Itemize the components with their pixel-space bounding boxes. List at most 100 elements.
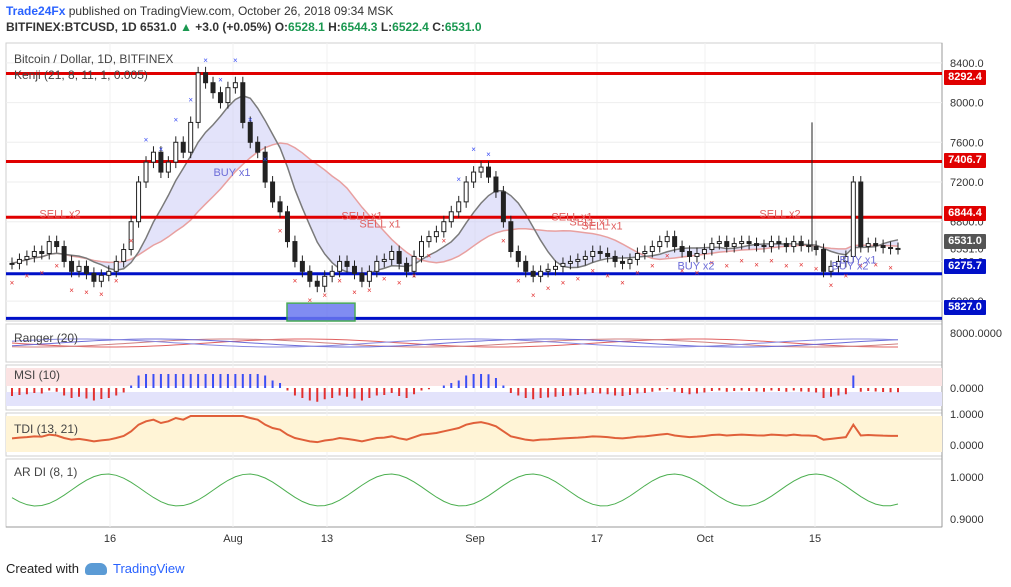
candle-body: [828, 265, 834, 272]
candle-body: [143, 161, 149, 183]
x-tick-label: Aug: [223, 533, 243, 545]
candle-body: [701, 249, 707, 254]
candle-body: [240, 82, 246, 123]
signal-marker: ×: [337, 276, 342, 285]
cloud-fill: [12, 95, 898, 275]
signal-marker: ×: [486, 150, 491, 159]
candle-body: [575, 258, 581, 262]
ardi-line: [11, 473, 899, 507]
candle-body: [768, 241, 774, 248]
kenji-label: Kenji (21, 8, 11, 1, 0.005): [14, 68, 148, 82]
candle-body: [888, 247, 894, 250]
signal-annotation: BUY x1: [213, 167, 250, 179]
candle-body: [374, 260, 380, 272]
candle-body: [448, 211, 454, 223]
candle-body: [873, 243, 879, 247]
candle-body: [232, 82, 238, 89]
signal-marker: ×: [322, 291, 327, 300]
candle-body: [188, 121, 194, 153]
candle-body: [880, 245, 886, 249]
candle-body: [515, 251, 521, 262]
candle-body: [798, 241, 804, 247]
y-tick-label: 0.0000: [950, 383, 984, 395]
candle-body: [761, 245, 767, 248]
candle-body: [91, 272, 97, 282]
signal-marker: ×: [456, 175, 461, 184]
signal-marker: ×: [829, 281, 834, 290]
published-text: published on TradingView.com, October 26…: [68, 4, 394, 18]
candle-body: [709, 243, 715, 251]
signal-marker: ×: [99, 290, 104, 299]
signal-marker: ×: [873, 260, 878, 269]
signal-marker: ×: [69, 286, 74, 295]
signal-marker: ×: [441, 237, 446, 246]
signal-marker: ×: [561, 278, 566, 287]
ranger-pane[interactable]: [5, 323, 943, 363]
candle-body: [418, 241, 424, 257]
level-tag-3: 6844.4: [944, 206, 986, 221]
signal-marker: ×: [114, 276, 119, 285]
symbol-label: BITFINEX:BTCUSD, 1D: [6, 20, 137, 34]
y-tick-label: 1.0000: [950, 472, 984, 484]
candle-body: [247, 121, 253, 143]
signal-marker: ×: [605, 271, 610, 280]
candle-body: [538, 270, 544, 277]
candle-body: [523, 260, 529, 272]
candle-body: [136, 181, 142, 223]
candle-body: [463, 181, 469, 203]
candle-body: [16, 258, 22, 264]
signal-marker: ×: [188, 96, 193, 105]
signal-marker: ×: [635, 268, 640, 277]
msi-lower-band: [6, 392, 942, 406]
signal-marker: ×: [367, 286, 372, 295]
candle-body: [158, 151, 164, 173]
candle-body: [620, 260, 626, 264]
candle-body: [128, 221, 134, 251]
candle-body: [284, 211, 290, 243]
candle-body: [493, 176, 499, 193]
candle-body: [322, 275, 328, 287]
candle-body: [217, 92, 223, 104]
candle-body: [61, 246, 67, 262]
candle-body: [612, 255, 618, 262]
signal-marker: ×: [10, 278, 15, 287]
candle-body: [314, 280, 320, 287]
candle-body: [657, 241, 663, 248]
candle-body: [605, 252, 611, 257]
y-tick-label: 0.9000: [950, 514, 984, 526]
signal-marker: ×: [576, 274, 581, 283]
candle-body: [69, 260, 75, 272]
tdi-line: [11, 415, 899, 444]
signal-annotation: BUY x2: [677, 260, 714, 272]
candle-body: [895, 247, 901, 250]
candle-body: [150, 151, 156, 163]
candle-body: [180, 141, 186, 153]
candle-body: [225, 87, 231, 104]
high-value: 6544.3: [340, 20, 378, 34]
candle-body: [441, 221, 447, 233]
signal-marker: ×: [25, 271, 30, 280]
signal-marker: ×: [799, 260, 804, 269]
candle-body: [776, 241, 782, 245]
candle-body: [39, 251, 45, 254]
candle-body: [545, 268, 551, 272]
signal-marker: ×: [739, 256, 744, 265]
tradingview-link[interactable]: TradingView: [112, 561, 185, 576]
close-value: 6531.0: [444, 20, 482, 34]
signal-marker: ×: [695, 268, 700, 277]
candle-body: [433, 231, 439, 238]
candle-body: [381, 258, 387, 262]
candle-body: [113, 260, 119, 272]
candle-body: [404, 262, 410, 272]
candle-body: [344, 260, 350, 267]
signal-marker: ×: [546, 284, 551, 293]
candle-body: [329, 270, 335, 277]
level-tag-4: 6275.7: [944, 259, 986, 274]
low-value: 6522.4: [392, 20, 429, 34]
candle-body: [76, 265, 82, 272]
level-tag-5: 5827.0: [944, 300, 986, 315]
brand-name[interactable]: Trade24Fx: [6, 4, 66, 18]
high-label: H:: [328, 20, 341, 34]
footer: Created with TradingView: [6, 561, 185, 576]
